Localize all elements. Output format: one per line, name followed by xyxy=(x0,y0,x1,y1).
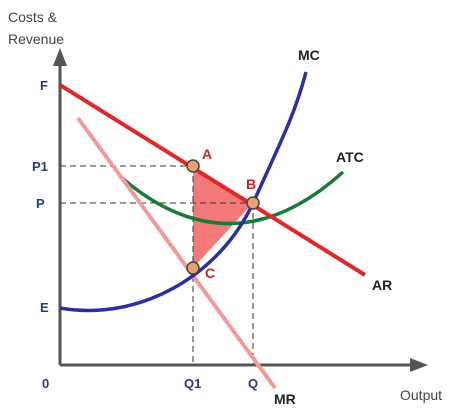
curve-label: MC xyxy=(298,47,320,63)
shaded-area xyxy=(193,166,253,268)
mr-curve xyxy=(76,116,277,390)
point-b xyxy=(246,196,260,210)
point-label: C xyxy=(205,265,215,281)
y-arrow xyxy=(53,48,67,66)
atc-curve xyxy=(120,170,345,226)
mc-curve xyxy=(59,71,308,313)
point-a xyxy=(186,159,200,173)
origin-label: 0 xyxy=(42,376,49,391)
level-label: E xyxy=(40,300,49,315)
x-arrow xyxy=(410,358,428,372)
y-axis-label: Revenue xyxy=(8,31,64,47)
level-label: P1 xyxy=(32,159,48,174)
level-label: Q xyxy=(248,376,258,391)
curve-label: MR xyxy=(274,391,296,407)
point-label: B xyxy=(246,176,256,192)
level-label: P xyxy=(36,196,45,211)
level-label: F xyxy=(40,78,48,93)
curve-label: ATC xyxy=(336,149,364,165)
level-label: Q1 xyxy=(184,376,201,391)
point-label: A xyxy=(202,146,212,162)
y-axis-label: Costs & xyxy=(8,9,58,25)
axes xyxy=(58,58,418,367)
point-c xyxy=(186,261,200,275)
x-axis-label: Output xyxy=(400,387,442,403)
curve-label: AR xyxy=(372,277,392,293)
ar-curve xyxy=(58,83,367,277)
